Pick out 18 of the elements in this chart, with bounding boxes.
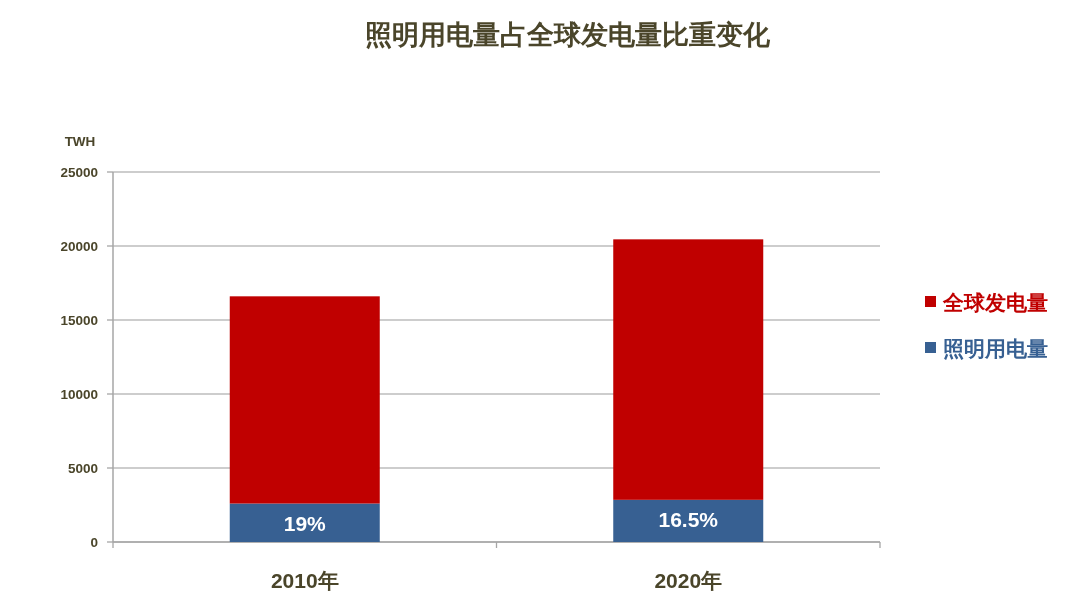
y-tick-label: 10000	[60, 386, 98, 402]
legend-label: 全球发电量	[942, 290, 1048, 314]
bar	[613, 239, 764, 500]
annotation: 19%	[283, 512, 327, 536]
bar	[613, 499, 764, 542]
bar	[229, 296, 380, 504]
y-tick-label: 25000	[60, 164, 98, 180]
y-tick-label: 20000	[60, 238, 98, 254]
y-axis-title: TWH	[64, 133, 96, 149]
y-tick-label: 5000	[67, 460, 98, 476]
bar	[229, 503, 380, 542]
y-tick-label: 15000	[60, 312, 98, 328]
annotation: 16.5%	[658, 508, 719, 532]
x-tick-label: 2020年	[654, 569, 723, 592]
chart-title: 照明用电量占全球发电量比重变化	[364, 20, 771, 50]
legend-label: 照明用电量	[943, 336, 1048, 361]
y-tick-label: 0	[90, 534, 98, 550]
x-tick-label: 2010年	[270, 569, 339, 592]
